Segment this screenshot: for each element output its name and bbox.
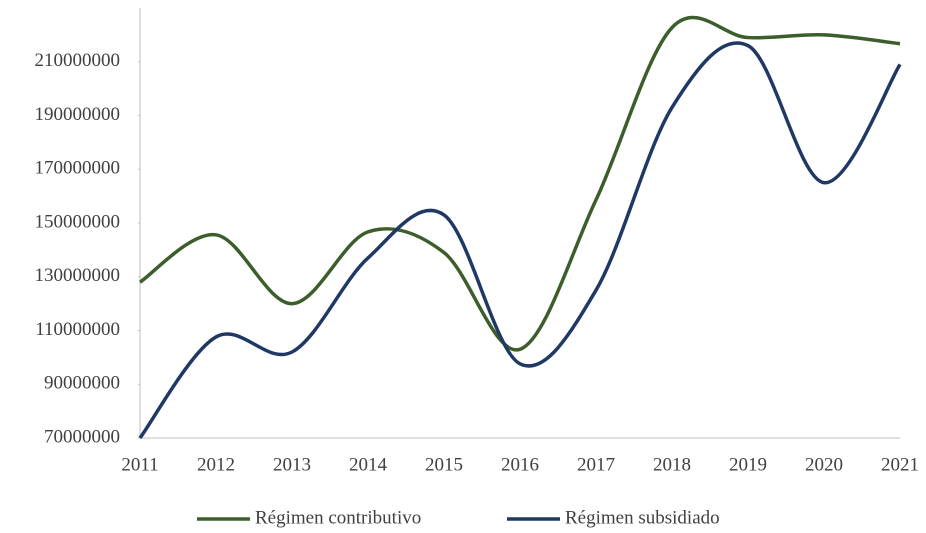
y-tick-label: 110000000 xyxy=(35,319,120,340)
y-tick-label: 70000000 xyxy=(44,426,120,447)
x-tick-label: 2021 xyxy=(881,454,919,475)
x-tick-label: 2013 xyxy=(273,454,311,475)
y-tick-label: 130000000 xyxy=(35,265,121,286)
x-tick-label: 2017 xyxy=(577,454,615,475)
y-tick-label: 190000000 xyxy=(35,104,121,125)
y-tick-label: 150000000 xyxy=(35,211,121,232)
line xyxy=(138,15,901,352)
y-tick-label: 90000000 xyxy=(44,373,120,394)
x-tick-label: 2016 xyxy=(501,454,539,475)
legend-label: Régimen contributivo xyxy=(255,507,421,528)
legend-label: Régimen subsidiado xyxy=(565,507,720,528)
x-tick-label: 2020 xyxy=(805,454,843,475)
y-tick-label: 170000000 xyxy=(35,158,121,179)
x-tick-label: 2019 xyxy=(729,454,767,475)
line xyxy=(138,41,902,440)
x-tick-label: 2012 xyxy=(197,454,235,475)
x-tick-label: 2014 xyxy=(349,454,388,475)
x-tick-label: 2011 xyxy=(121,454,158,475)
y-tick-label: 210000000 xyxy=(35,50,121,71)
x-tick-label: 2015 xyxy=(425,454,463,475)
x-tick-label: 2018 xyxy=(653,454,691,475)
